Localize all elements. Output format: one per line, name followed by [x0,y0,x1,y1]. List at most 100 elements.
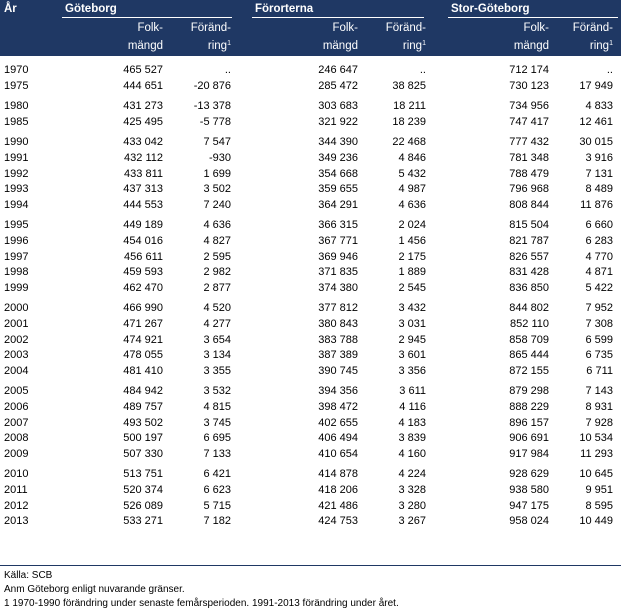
year-cell: 1991 [4,152,29,164]
value-cell: 38 825 [392,79,426,92]
value-cell: 6 283 [585,235,613,247]
value-cell: 6 599 [585,333,613,346]
year-cell: 2010 [4,468,29,481]
year-cell: 2001 [4,318,29,330]
value-cell: 4 520 [203,302,231,315]
value-cell: 781 348 [509,152,549,164]
value-cell: 3 356 [398,364,426,377]
value-cell: 359 655 [318,183,358,196]
value-cell: 831 428 [509,266,549,279]
value-cell: 4 224 [398,468,426,481]
value-cell: 777 432 [509,136,549,149]
year-cell: 2008 [4,432,29,445]
value-cell: 872 155 [509,364,549,377]
value-cell: 459 593 [123,266,163,279]
value-cell: 3 280 [398,499,426,512]
table-row: 2007 493 502 3 745 402 655 4 183 896 157 7 928 [0,416,621,431]
table-row: 1995 449 189 4 636 366 315 2 024 815 504 6 660 [0,218,621,233]
value-cell: 826 557 [509,250,549,263]
table-row: 1991 432 112 -930 349 236 4 846 781 348 3 916 [0,151,621,166]
value-cell: 18 211 [393,100,426,113]
table-row: 1975 444 651 -20 876 285 472 38 825 730 123 17… [0,79,621,94]
col-folkmangd-1: Folk-mängd [127,22,163,52]
value-cell: .. [419,64,426,76]
value-cell: 349 236 [318,152,358,164]
year-cell: 1970 [4,64,29,76]
value-cell: 917 984 [509,447,549,460]
value-cell: 6 735 [585,349,613,362]
table-row: 1990 433 042 7 547 344 390 22 468 777 432 30 0… [0,135,621,150]
table-row: 2008 500 197 6 695 406 494 3 839 906 691 10 53… [0,431,621,446]
value-cell: 836 850 [509,281,549,294]
table-row: 2003 478 055 3 134 387 389 3 601 865 444 6 735 [0,348,621,363]
value-cell: 947 175 [509,499,549,512]
source-note: Källa: SCB [4,570,53,581]
value-cell: 367 771 [318,235,358,247]
value-cell: 354 668 [318,167,358,180]
value-cell: 432 112 [124,152,163,164]
value-cell: 433 811 [124,167,163,180]
value-cell: 7 547 [203,136,231,149]
value-cell: -13 378 [193,100,231,113]
year-cell: 1990 [4,136,29,149]
value-cell: 456 611 [124,250,163,263]
value-cell: 906 691 [509,432,549,445]
value-cell: 321 922 [318,115,358,128]
table-row: 2010 513 751 6 421 414 878 4 224 928 629 10 64… [0,467,621,482]
table-row: 1998 459 593 2 982 371 835 1 889 831 428 4 871 [0,265,621,280]
value-cell: 465 527 [123,64,163,76]
value-cell: 788 479 [509,167,549,180]
value-cell: 507 330 [123,447,163,460]
value-cell: 489 757 [123,401,163,413]
value-cell: 377 812 [318,302,358,315]
table-row: 2004 481 410 3 355 390 745 3 356 872 155 6 711 [0,364,621,379]
value-cell: 3 601 [398,349,426,362]
value-cell: 821 787 [509,235,549,247]
value-cell: 3 432 [398,302,426,315]
population-table: År Göteborg Förorterna Stor-Göteborg Fol… [0,0,621,527]
value-cell: 958 024 [509,515,549,528]
value-cell: 896 157 [509,416,549,429]
value-cell: 3 611 [399,385,426,398]
footnote: 1 1970-1990 förändring under senaste fem… [4,598,399,609]
table-row: 2006 489 757 4 815 398 472 4 116 888 229 8 931 [0,400,621,415]
value-cell: 3 031 [398,318,426,330]
year-cell: 2011 [4,484,28,496]
value-cell: 3 267 [398,515,426,528]
value-cell: 410 654 [318,447,358,460]
table-row: 1993 437 313 3 502 359 655 4 987 796 968 8 489 [0,182,621,197]
table-row: 2011 520 374 6 623 418 206 3 328 938 580 9 951 [0,483,621,498]
year-cell: 1994 [4,198,29,211]
value-cell: 493 502 [123,416,163,429]
value-cell: 747 417 [509,115,549,128]
value-cell: 8 931 [585,401,613,413]
table-row: 2005 484 942 3 532 394 356 3 611 879 298 7 143 [0,384,621,399]
value-cell: 7 308 [585,318,613,330]
value-cell: 4 636 [398,198,426,211]
value-cell: 17 949 [579,79,613,92]
value-cell: 466 990 [123,302,163,315]
value-cell: 474 921 [123,333,163,346]
value-cell: 500 197 [123,432,163,445]
year-cell: 1992 [4,167,29,180]
year-cell: 2006 [4,401,29,413]
value-cell: 3 839 [398,432,426,445]
year-cell: 2000 [4,302,29,315]
year-cell: 1980 [4,100,29,113]
table-row: 2001 471 267 4 277 380 843 3 031 852 110 7 308 [0,317,621,332]
year-cell: 1985 [4,115,29,128]
value-cell: .. [224,64,231,76]
value-cell: 888 229 [509,401,549,413]
value-cell: .. [606,64,613,76]
year-cell: 2007 [4,416,29,429]
year-cell: 2013 [4,515,29,528]
value-cell: 6 623 [203,484,231,496]
value-cell: 2 175 [398,250,426,263]
year-cell: 2003 [4,349,29,362]
value-cell: 3 328 [398,484,426,496]
value-cell: 2 545 [398,281,426,294]
value-cell: 533 271 [123,515,163,528]
value-cell: 3 916 [585,152,613,164]
value-cell: 879 298 [509,385,549,398]
table-row: 1985 425 495 -5 778 321 922 18 239 747 417 12 … [0,115,621,130]
